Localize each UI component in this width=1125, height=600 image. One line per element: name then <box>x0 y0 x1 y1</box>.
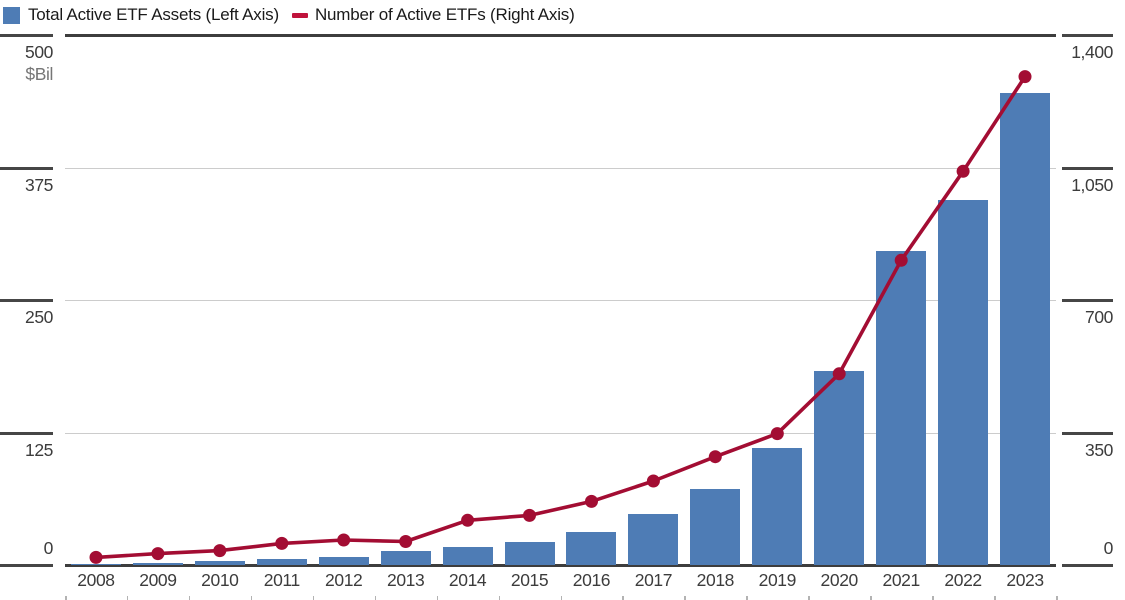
x-axis-tick-label: 2014 <box>448 570 487 590</box>
line-series-marker <box>213 544 227 558</box>
bar <box>194 560 245 565</box>
x-axis-tick-label: 2011 <box>263 570 300 590</box>
x-axis-boundary-tick <box>622 596 624 600</box>
right-axis-tick-label: 0 <box>1103 538 1114 558</box>
bar <box>1000 93 1051 565</box>
bar <box>380 551 431 565</box>
line-series-marker <box>461 513 475 527</box>
axis-rule <box>65 34 1056 37</box>
x-axis-boundary-tick <box>932 596 934 600</box>
line-series-marker <box>337 533 351 547</box>
x-axis-tick-label: 2015 <box>510 570 549 590</box>
x-axis-tick-label: 2020 <box>820 570 859 590</box>
left-axis-tick <box>0 34 53 37</box>
x-axis-tick-label: 2019 <box>758 570 797 590</box>
line-series-marker <box>151 547 165 561</box>
left-axis-tick-label: 125 <box>25 440 53 460</box>
left-axis-tick <box>0 564 53 567</box>
line-series-marker <box>1018 70 1032 84</box>
right-axis-tick-label: 700 <box>1085 307 1113 327</box>
line-series-marker <box>585 494 598 508</box>
bar <box>752 448 803 565</box>
right-axis-tick <box>1062 299 1113 302</box>
bar <box>876 251 927 565</box>
x-axis-tick-label: 2018 <box>696 570 735 590</box>
x-axis-tick-label: 2016 <box>572 570 611 590</box>
left-axis-tick-label: 0 <box>43 538 54 558</box>
line-series-marker <box>399 535 413 548</box>
x-axis-boundary-tick <box>250 596 253 600</box>
line-series-marker <box>956 164 970 178</box>
x-axis-boundary-tick <box>684 596 686 600</box>
left-axis-tick <box>0 299 53 302</box>
line-series-marker <box>708 450 722 464</box>
x-axis-boundary-tick <box>560 596 562 600</box>
line-series-marker <box>646 474 660 488</box>
line-series-marker <box>523 508 536 522</box>
bar <box>814 371 865 565</box>
left-axis-tick-label: 250 <box>25 307 53 327</box>
x-axis-tick-label: 2009 <box>139 570 177 590</box>
x-axis-tick-label: 2010 <box>201 570 239 590</box>
x-axis-boundary-tick <box>374 596 377 600</box>
left-axis-unit-label: $Bil <box>25 64 53 84</box>
x-axis-boundary-tick <box>498 596 501 600</box>
x-axis-tick-label: 2021 <box>882 570 920 590</box>
bar <box>690 488 741 565</box>
left-axis-tick-label: 375 <box>25 175 53 195</box>
right-axis-tick-label: 1,050 <box>1071 175 1113 195</box>
line-series-swatch-icon <box>291 13 308 18</box>
x-axis-boundary-tick <box>746 596 748 600</box>
x-axis-boundary-tick <box>1056 596 1058 600</box>
legend-label-count: Number of Active ETFs (Right Axis) <box>314 5 575 24</box>
bar-series-swatch-icon <box>3 6 20 24</box>
bar <box>318 556 369 565</box>
bar <box>938 200 989 565</box>
x-axis-tick-label: 2017 <box>634 570 673 590</box>
bar <box>566 532 617 565</box>
x-axis-tick-label: 2012 <box>325 570 363 590</box>
chart-legend: Total Active ETF Assets (Left Axis) Numb… <box>3 4 575 26</box>
x-axis-tick-label: 2022 <box>944 570 982 590</box>
x-axis-tick-label: 2008 <box>77 570 115 590</box>
left-axis-tick <box>0 167 53 170</box>
x-axis-boundary-tick <box>870 596 872 600</box>
bar <box>70 563 121 565</box>
axis-rule <box>65 564 1056 567</box>
bar <box>256 558 307 565</box>
x-axis-boundary-tick <box>436 596 439 600</box>
right-axis-tick <box>1062 167 1113 170</box>
bar <box>132 562 183 565</box>
bar <box>442 547 493 565</box>
left-axis-tick-label: 500 <box>25 42 53 62</box>
right-axis-tick <box>1062 564 1113 567</box>
x-axis-tick-label: 2023 <box>1006 570 1044 590</box>
right-axis-tick-label: 1,400 <box>1071 42 1113 62</box>
x-axis-boundary-tick <box>126 596 129 600</box>
left-axis-tick <box>0 432 53 435</box>
right-axis-tick <box>1062 34 1113 37</box>
line-series-marker <box>275 536 289 550</box>
x-axis-boundary-tick <box>312 596 315 600</box>
x-axis-tick-label: 2013 <box>386 570 425 590</box>
x-axis-boundary-tick <box>188 596 191 600</box>
line-series-marker <box>89 550 103 564</box>
x-axis-boundary-tick <box>994 596 996 600</box>
x-axis-boundary-tick <box>65 596 67 600</box>
bar <box>628 514 679 565</box>
x-axis-boundary-tick <box>808 596 810 600</box>
gridline <box>65 168 1056 169</box>
legend-label-assets: Total Active ETF Assets (Left Axis) <box>28 5 279 24</box>
right-axis-tick <box>1062 432 1113 435</box>
bar <box>504 541 555 565</box>
right-axis-tick-label: 350 <box>1085 440 1113 460</box>
